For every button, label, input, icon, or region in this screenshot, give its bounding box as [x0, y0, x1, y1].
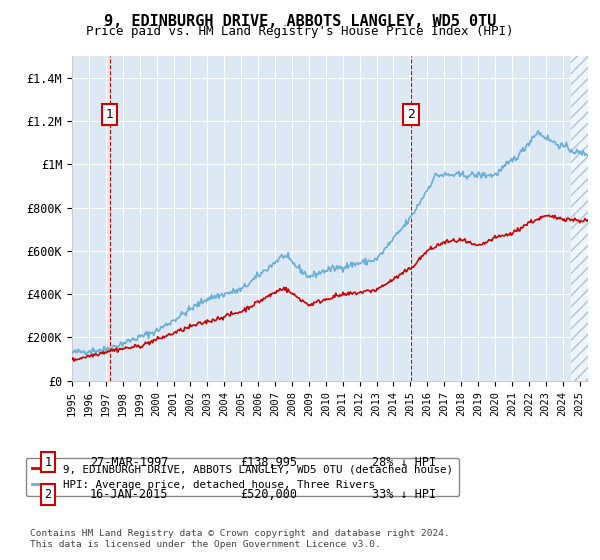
Text: £138,995: £138,995 — [240, 455, 297, 469]
Text: 1: 1 — [44, 455, 52, 469]
Text: 28% ↓ HPI: 28% ↓ HPI — [372, 455, 436, 469]
Text: 2: 2 — [407, 108, 415, 121]
Text: 9, EDINBURGH DRIVE, ABBOTS LANGLEY, WD5 0TU: 9, EDINBURGH DRIVE, ABBOTS LANGLEY, WD5 … — [104, 14, 496, 29]
Text: 33% ↓ HPI: 33% ↓ HPI — [372, 488, 436, 501]
Text: 1: 1 — [106, 108, 113, 121]
Text: £520,000: £520,000 — [240, 488, 297, 501]
Text: 27-MAR-1997: 27-MAR-1997 — [90, 455, 169, 469]
Text: Price paid vs. HM Land Registry's House Price Index (HPI): Price paid vs. HM Land Registry's House … — [86, 25, 514, 38]
Legend: 9, EDINBURGH DRIVE, ABBOTS LANGLEY, WD5 0TU (detached house), HPI: Average price: 9, EDINBURGH DRIVE, ABBOTS LANGLEY, WD5 … — [26, 458, 459, 496]
Text: Contains HM Land Registry data © Crown copyright and database right 2024.
This d: Contains HM Land Registry data © Crown c… — [30, 529, 450, 549]
Text: 2: 2 — [44, 488, 52, 501]
Text: 16-JAN-2015: 16-JAN-2015 — [90, 488, 169, 501]
